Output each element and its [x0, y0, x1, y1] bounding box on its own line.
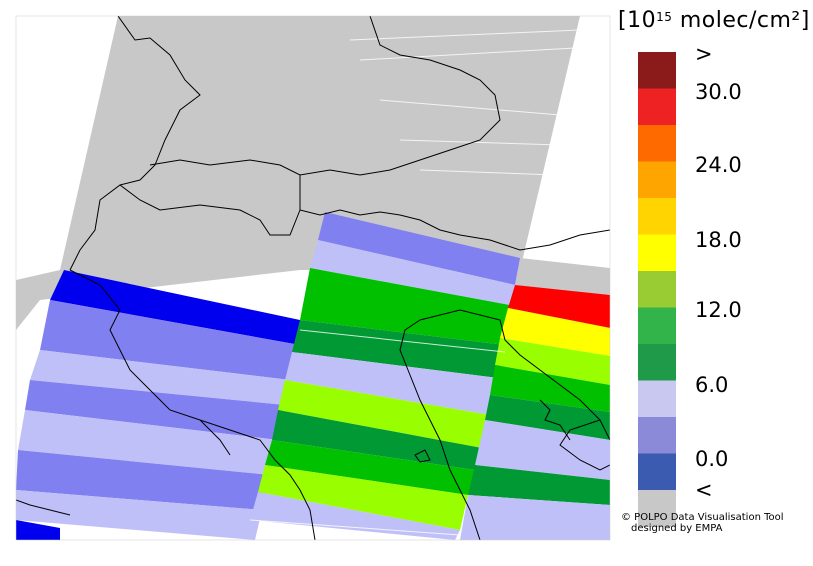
swath-central-green-light — [278, 380, 490, 448]
scale-swatch — [638, 198, 676, 235]
units-exponent: 15 — [656, 10, 673, 24]
scale-swatch — [638, 234, 676, 272]
swath-east-blue-light-2 — [460, 495, 610, 540]
map-frame — [15, 15, 611, 541]
scale-label-12: 12.0 — [695, 298, 742, 322]
swath-east-blue-light — [475, 420, 610, 480]
swath-central-green-dark-2 — [272, 410, 482, 470]
scale-swatch — [638, 453, 676, 491]
scale-swatch — [638, 161, 676, 199]
swath-east-yellow — [500, 308, 610, 356]
swath-band-blue-mid-2 — [25, 380, 285, 440]
scale-swatch — [638, 307, 676, 345]
swath-central-blue-light — [310, 240, 515, 305]
credit-text: © POLPO Data Visualisation Tool designed… — [621, 512, 784, 534]
credit-line-1: © POLPO Data Visualisation Tool — [621, 512, 784, 523]
scale-swatch — [638, 380, 676, 418]
scale-label-below: < — [695, 478, 713, 502]
swath-band-blue-mid-3 — [16, 450, 270, 510]
swath-east-red — [508, 285, 610, 328]
map-area — [16, 16, 610, 540]
scale-label-18: 18.0 — [695, 228, 742, 252]
swath-east-green-dark — [485, 395, 610, 440]
scale-label-above: > — [695, 42, 713, 66]
units-suffix: molec/cm²] — [672, 8, 810, 33]
swath-east-green-dark-2 — [468, 465, 610, 505]
units-prefix: [10 — [618, 8, 657, 33]
scale-label-0: 0.0 — [695, 447, 729, 471]
swath-central-blue-light-3 — [250, 492, 460, 540]
scale-swatch — [638, 125, 676, 162]
swath-central-blue-light-2 — [285, 352, 498, 415]
swath-central-green-mid-2 — [265, 440, 475, 495]
swath-band-blue-light-2 — [18, 410, 278, 475]
scale-swatch — [638, 344, 676, 381]
swath-east-green-light — [495, 338, 610, 385]
scale-swatch — [638, 88, 676, 126]
scale-label-30: 30.0 — [695, 80, 742, 104]
swath-central-green-light-2 — [258, 465, 468, 530]
credit-line-2: designed by EMPA — [631, 523, 723, 534]
swath-band-blue-light — [30, 350, 290, 405]
scale-swatch — [638, 52, 676, 89]
scale-swatch — [638, 417, 676, 454]
scale-swatch — [638, 271, 676, 308]
swath-band-blue-light-3 — [16, 490, 262, 540]
color-scale — [638, 52, 676, 527]
legend-units-title: [1015 molec/cm²] — [618, 8, 810, 33]
scale-label-6: 6.0 — [695, 373, 729, 397]
scale-label-24: 24.0 — [695, 153, 742, 177]
swath-band-blue-dark-2 — [16, 520, 60, 540]
swath-band-blue-dark — [50, 270, 300, 345]
swath-no-data-right — [515, 258, 610, 300]
swath-band-blue-mid — [40, 300, 300, 380]
country-boundaries — [16, 16, 610, 540]
swath-central-blue-mid — [318, 212, 520, 285]
swath-central-green-mid — [300, 268, 510, 345]
scale-swatch — [638, 490, 676, 527]
